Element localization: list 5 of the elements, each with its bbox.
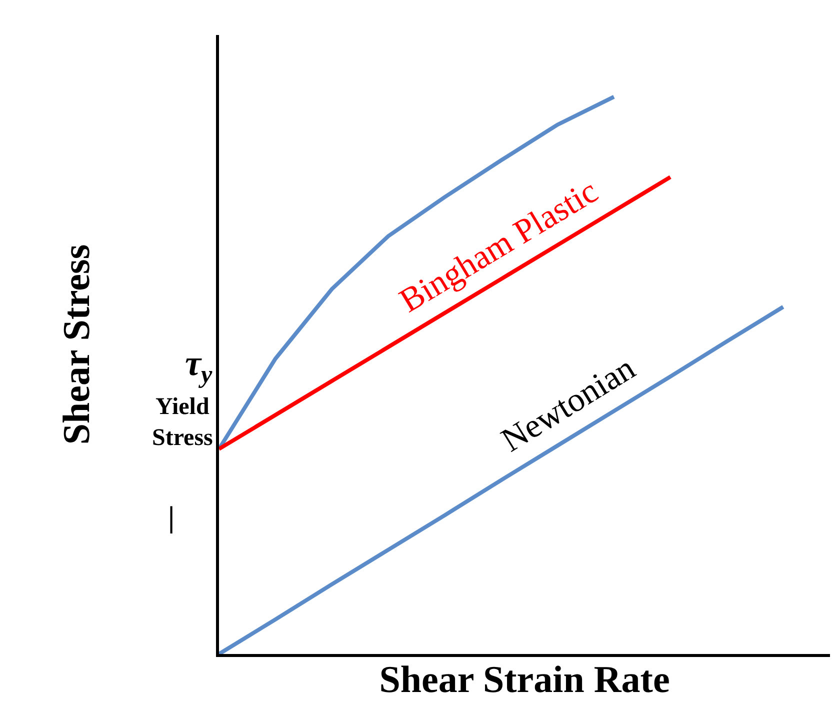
text: Yield Stress	[152, 394, 213, 452]
text: |	[168, 501, 175, 534]
text: τ$_{y}$	[185, 343, 213, 389]
x-axis-title: Shear Strain Rate	[379, 659, 670, 702]
y-axis-title: Shear Stress	[56, 244, 98, 445]
